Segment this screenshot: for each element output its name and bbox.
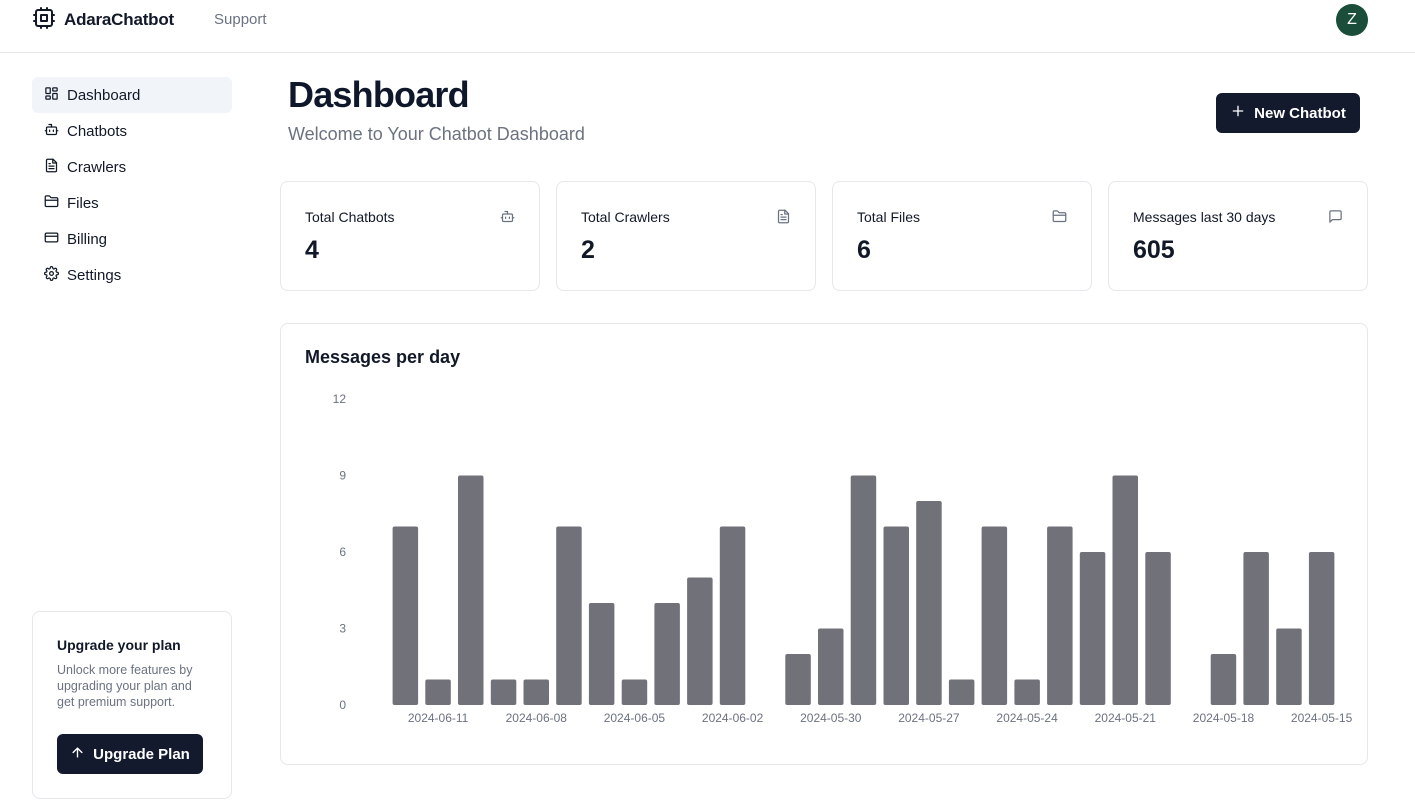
bar-2024-06-03[interactable] [687,577,713,706]
bar-2024-06-12[interactable] [392,526,419,706]
stat-value: 4 [305,236,319,264]
sidebar-item-dashboard[interactable]: Dashboard [32,77,232,113]
settings-icon [44,265,59,285]
bar-2024-06-06[interactable] [588,603,615,705]
messages-bar-chart: 0 3 6 9 12 2024-06-11 2024-06-08 2024-06-05 2024… [333,392,1353,725]
upgrade-title: Upgrade your plan [57,637,181,653]
upgrade-plan-button[interactable]: Upgrade Plan [57,734,203,774]
sidebar-item-label: Chatbots [67,122,128,140]
bar-2024-06-11[interactable] [425,679,451,706]
sidebar-item-label: Settings [67,266,122,284]
brand-link[interactable]: AdaraChatbot [32,6,174,35]
stat-value: 6 [857,236,871,264]
x-tick-label: 2024-06-05 [604,711,666,725]
bar-2024-05-21[interactable] [1112,475,1139,706]
y-tick-label: 0 [339,698,346,712]
bar-2024-05-15[interactable] [1308,552,1335,705]
upgrade-plan-card: Upgrade your plan Unlock more features b… [32,611,232,799]
folder-icon [44,194,59,213]
bar-2024-05-29[interactable] [850,475,877,706]
x-tick-label: 2024-06-08 [506,711,568,725]
x-tick-label: 2024-05-27 [898,711,960,725]
x-tick-label: 2024-05-15 [1291,711,1353,725]
bar-2024-05-27[interactable] [916,501,942,705]
bar-2024-05-16[interactable] [1276,628,1302,706]
sidebar-item-chatbots[interactable]: Chatbots [32,113,232,149]
arrow-up-icon [70,745,85,764]
sidebar-item-label: Dashboard [67,86,141,104]
bar-2024-05-20[interactable] [1145,552,1171,705]
bot-icon [500,209,515,229]
new-chatbot-label: New Chatbot [1254,104,1346,122]
new-chatbot-button[interactable]: New Chatbot [1216,93,1360,133]
stat-card-chatbots: Total Chatbots 4 [280,181,540,291]
user-avatar[interactable]: Z [1336,4,1368,36]
plus-icon [1230,103,1246,123]
bar-2024-05-28[interactable] [883,526,910,706]
brand-name: AdaraChatbot [64,10,174,29]
chart-title: Messages per day [305,347,461,367]
bar-2024-06-07[interactable] [556,526,582,706]
stat-value: 2 [581,236,595,264]
layout-dashboard-icon [44,86,59,105]
bar-2024-06-02[interactable] [719,526,746,706]
stat-value: 605 [1133,236,1175,264]
bar-2024-05-26[interactable] [948,679,975,706]
x-tick-label: 2024-05-18 [1193,711,1255,725]
message-square-icon [1328,209,1343,229]
bar-2024-05-22[interactable] [1079,552,1106,705]
y-tick-label: 6 [339,545,346,559]
x-tick-label: 2024-05-30 [800,711,862,725]
sidebar-item-label: Billing [67,230,108,248]
sidebar-item-crawlers[interactable]: Crawlers [32,149,232,185]
bar-2024-05-25[interactable] [981,526,1008,706]
stat-card-crawlers: Total Crawlers 2 [556,181,816,291]
bar-2024-05-30[interactable] [818,628,844,706]
page-title: Dashboard [288,74,470,115]
bar-2024-05-23[interactable] [1047,526,1073,706]
credit-card-icon [44,230,59,249]
bar-2024-06-08[interactable] [523,679,550,706]
sidebar-item-billing[interactable]: Billing [32,221,232,257]
stat-label: Total Files [857,209,921,225]
file-text-icon [776,209,791,229]
stat-label: Total Crawlers [581,209,670,225]
sidebar-nav: Dashboard Chatbots Crawlers Files [32,77,232,293]
support-link[interactable]: Support [214,11,267,28]
stat-label: Total Chatbots [305,209,395,225]
x-tick-label: 2024-06-02 [702,711,764,725]
stat-card-files: Total Files 6 [832,181,1092,291]
cpu-icon [32,6,56,35]
stat-label: Messages last 30 days [1133,209,1276,225]
upgrade-plan-label: Upgrade Plan [93,745,190,763]
y-tick-label: 12 [333,392,347,406]
bar-2024-06-10[interactable] [458,475,484,706]
x-tick-label: 2024-05-24 [996,711,1058,725]
bar-2024-05-24[interactable] [1014,679,1040,706]
sidebar-item-label: Crawlers [67,158,127,176]
bar-2024-06-04[interactable] [654,603,680,705]
bar-2024-06-05[interactable] [621,679,648,706]
x-tick-label: 2024-06-11 [408,711,469,725]
bar-2024-05-17[interactable] [1243,552,1269,705]
bot-icon [44,122,59,141]
top-navbar: AdaraChatbot Support Z [0,0,1415,53]
sidebar-item-settings[interactable]: Settings [32,257,232,293]
x-tick-label: 2024-05-21 [1095,711,1157,725]
upgrade-description: Unlock more features by upgrading your p… [57,663,193,709]
bar-2024-05-18[interactable] [1210,654,1237,705]
sidebar-item-label: Files [67,194,99,212]
bar-2024-06-09[interactable] [490,679,517,706]
folder-icon [1052,209,1067,229]
stat-card-messages: Messages last 30 days 605 [1108,181,1368,291]
bar-2024-05-31[interactable] [785,654,811,705]
y-tick-label: 3 [339,622,346,636]
page-subtitle: Welcome to Your Chatbot Dashboard [288,124,585,144]
messages-chart-card: Messages per day 0 3 6 9 12 2024-06-11 2024-06… [280,323,1368,765]
file-text-icon [44,158,59,177]
sidebar-item-files[interactable]: Files [32,185,232,221]
y-tick-label: 9 [339,469,346,483]
